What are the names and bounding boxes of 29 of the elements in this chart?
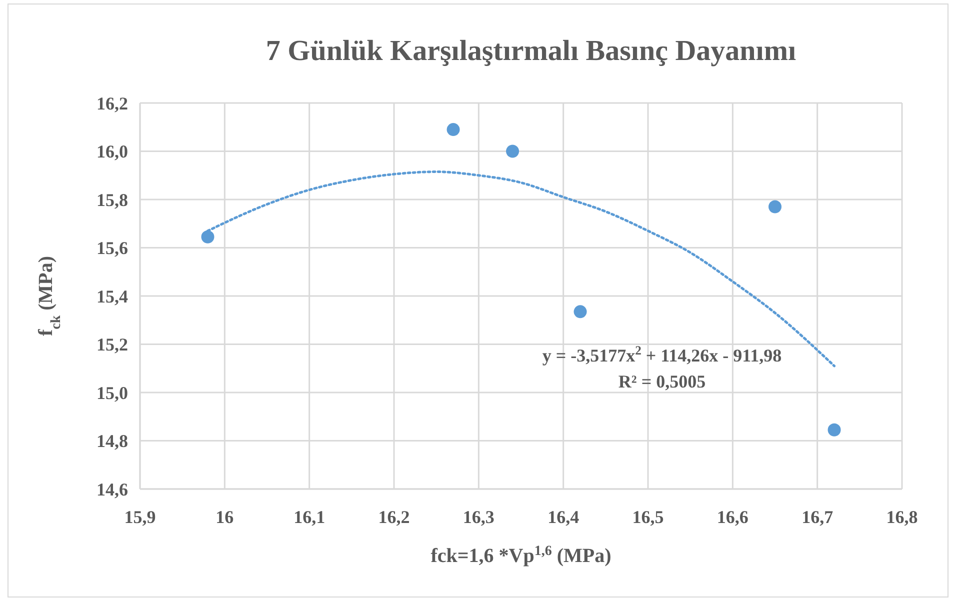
point	[446, 123, 460, 136]
y-tick-label: 14,8	[96, 431, 128, 452]
x-tick-label: 16,3	[462, 507, 494, 527]
point	[506, 144, 520, 158]
x-tick-label: 16,4	[548, 507, 580, 527]
y-tick-label: 15,6	[96, 238, 128, 258]
y-tick-label: 15,2	[96, 334, 128, 355]
y-tick-label: 16,0	[96, 142, 128, 162]
x-tick-label: 16,1	[294, 507, 326, 527]
x-tick-label: 16,7	[802, 507, 834, 527]
point	[768, 200, 782, 214]
annotation: y = -3,5177x$^{2}$ + 114,26x - 911,98	[542, 343, 782, 366]
x-axis-title: fck=1,6 *Vp$^{1,6}$ (MPa)	[430, 544, 612, 567]
point	[574, 305, 587, 318]
x-tick-label: 16,8	[886, 507, 918, 527]
y-tick-label: 15,8	[96, 190, 128, 210]
x-tick-label: 15,9	[124, 507, 156, 527]
chart-title: 7 Günlük Karşılaştırmalı Basınç Dayanımı	[266, 35, 796, 67]
x-tick-label: 16	[216, 507, 234, 527]
x-tick-label: 16,5	[632, 507, 664, 527]
annotation: R² = 0,5005	[618, 371, 706, 392]
x-tick-label: 16,2	[378, 507, 410, 527]
y-tick-label: 15,4	[96, 286, 128, 306]
y-tick-label: 15,0	[96, 382, 128, 403]
y-tick-label: 16,2	[96, 93, 128, 114]
y-tick-label: 14,6	[96, 479, 128, 500]
x-tick-label: 16,6	[716, 507, 748, 527]
point	[201, 230, 214, 244]
point	[828, 423, 841, 436]
